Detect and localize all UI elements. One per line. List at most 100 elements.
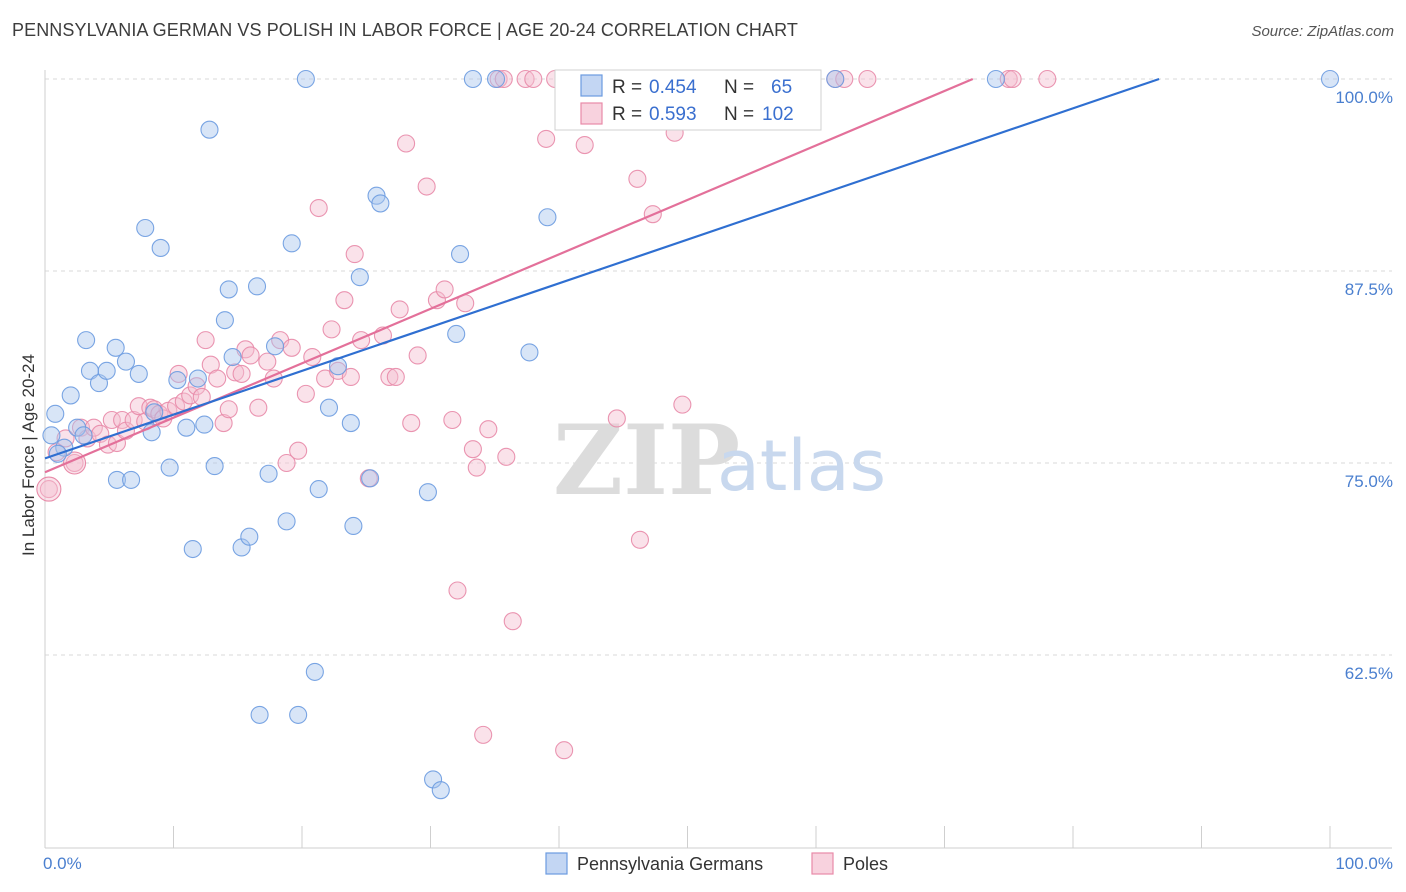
poles-point: [322, 320, 341, 339]
series-legend-swatch-blue: [545, 852, 568, 875]
poles-point: [249, 398, 268, 417]
pennsylvania-germans-point: [200, 120, 219, 139]
pennsylvania-germans-point: [451, 245, 470, 264]
poles-points: [36, 69, 1057, 760]
series-legend: Pennsylvania Germans Poles: [545, 852, 888, 875]
poles-point: [1003, 69, 1022, 89]
pennsylvania-germans-point: [68, 418, 87, 437]
poles-point: [497, 447, 516, 466]
pennsylvania-germans-point: [250, 705, 269, 724]
pennsylvania-germans-point: [277, 512, 296, 531]
poles-point: [467, 458, 486, 477]
pennsylvania-germans-point: [61, 386, 80, 405]
poles-point: [397, 134, 416, 153]
legend-r-label-pink: R =: [612, 104, 642, 125]
pennsylvania-germans-point: [265, 337, 285, 356]
pennsylvania-germans-point: [1320, 69, 1340, 89]
pennsylvania-germans-point: [240, 527, 259, 546]
x-tick-label-min: 0.0%: [43, 854, 82, 873]
pennsylvania-germans-point: [447, 324, 466, 344]
poles-point: [555, 741, 574, 760]
poles-point: [386, 367, 405, 387]
poles-point: [417, 177, 436, 196]
poles-point: [408, 346, 427, 365]
legend-r-value-blue: 0.454: [649, 77, 697, 98]
pennsylvania-germans-point: [107, 470, 127, 489]
pennsylvania-germans-point: [520, 343, 539, 362]
pennsylvania-germans-point: [205, 457, 224, 476]
poles-point: [537, 129, 556, 148]
poles-point: [575, 135, 594, 155]
pennsylvania-germans-point: [486, 69, 506, 89]
poles-point: [282, 338, 301, 357]
poles-point: [277, 453, 296, 473]
poles-point: [448, 581, 467, 600]
pennsylvania-germans-point: [77, 331, 96, 350]
series-legend-label-blue: Pennsylvania Germans: [577, 854, 763, 874]
legend-n-label-blue: N =: [724, 77, 754, 98]
pennsylvania-germans-point: [986, 69, 1005, 89]
pennsylvania-germans-point: [344, 516, 363, 536]
legend-n-value-blue: 65: [771, 77, 792, 98]
pennsylvania-germans-point: [188, 369, 207, 388]
chart-title: PENNSYLVANIA GERMAN VS POLISH IN LABOR F…: [12, 20, 798, 40]
poles-point: [241, 346, 260, 365]
y-axis-label: In Labor Force | Age 20-24: [19, 354, 38, 556]
y-tick-labels: 62.5% 75.0% 87.5% 100.0%: [1335, 88, 1393, 683]
poles-point: [187, 377, 206, 396]
poles-point: [402, 414, 421, 433]
poles-point: [463, 440, 482, 459]
pennsylvania-germans-point: [826, 69, 845, 89]
poles-point: [630, 530, 650, 549]
legend-n-label-pink: N =: [724, 104, 754, 125]
pennsylvania-germans-point: [160, 458, 179, 477]
poles-point: [181, 386, 200, 405]
poles-point: [56, 429, 75, 448]
legend-swatch-blue: [580, 74, 603, 97]
pennsylvania-germans-point: [418, 483, 437, 502]
pennsylvania-germans-point: [46, 404, 65, 423]
pennsylvania-germans-point: [289, 705, 308, 724]
poles-point: [169, 364, 188, 383]
y-tick-label: 87.5%: [1345, 280, 1393, 299]
y-tick-label: 100.0%: [1335, 88, 1393, 107]
pennsylvania-germans-point: [177, 418, 196, 437]
trendlines: [44, 77, 1160, 474]
poles-trendline: [44, 77, 974, 474]
poles-point: [232, 364, 251, 383]
poles-point: [296, 384, 315, 403]
poles-point: [102, 410, 121, 430]
x-axis-ticks: [44, 826, 1331, 848]
pennsylvania-germans-point: [42, 426, 61, 445]
series-legend-swatch-pink: [811, 852, 834, 875]
poles-point: [999, 69, 1018, 89]
pennsylvania-germans-point: [341, 414, 360, 433]
pennsylvania-germans-point: [361, 469, 380, 488]
pennsylvania-germans-point: [371, 194, 390, 213]
pennsylvania-germans-point: [151, 238, 170, 258]
pennsylvania-germans-point: [74, 426, 93, 445]
pennsylvania-germans-trendline: [44, 77, 1160, 460]
series-legend-label-pink: Poles: [843, 854, 888, 874]
poles-point: [129, 397, 148, 416]
poles-point: [335, 291, 354, 310]
y-tick-label: 62.5%: [1345, 664, 1393, 683]
axes: [44, 70, 1392, 849]
poles-point: [341, 367, 360, 387]
pennsylvania-germans-point: [122, 470, 141, 489]
poles-point: [607, 409, 626, 428]
poles-point: [443, 410, 462, 430]
pennsylvania-germans-point: [215, 311, 234, 330]
pennsylvania-germans-point: [431, 781, 450, 800]
poles-point: [503, 612, 522, 631]
poles-point: [479, 420, 498, 439]
pennsylvania-germans-point: [136, 218, 155, 238]
poles-point: [36, 476, 62, 502]
poles-point: [226, 363, 245, 382]
poles-point: [435, 280, 454, 299]
pennsylvania-germans-point: [296, 69, 315, 89]
poles-point: [516, 69, 535, 89]
poles-point: [309, 198, 328, 218]
poles-point: [494, 69, 513, 89]
